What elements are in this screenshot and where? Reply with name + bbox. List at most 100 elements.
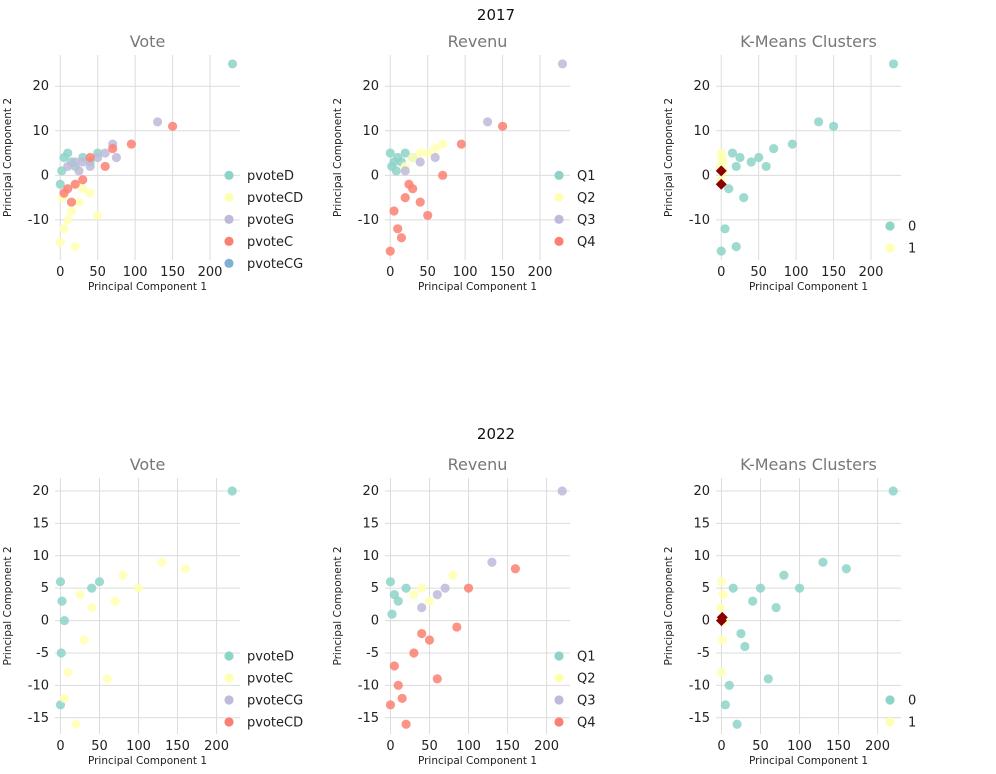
data-point-0 [746, 157, 756, 167]
data-point-Q4 [415, 197, 425, 207]
legend-label: Q2 [577, 191, 596, 206]
data-point-pvoteCD [74, 197, 84, 207]
y-axis-label: Principal Component 2 [2, 546, 14, 665]
data-point-1 [717, 635, 727, 645]
data-point-pvoteD [227, 486, 237, 496]
data-point-0 [731, 161, 741, 172]
legend-label: 0 [908, 694, 916, 709]
subplot-title: Revenu [448, 455, 508, 474]
data-point-pvoteC [75, 590, 85, 600]
data-point-Q3 [557, 59, 568, 69]
data-point-Q4 [456, 139, 466, 149]
x-tick-label: 50 [419, 265, 436, 280]
y-tick-label: -5 [697, 646, 710, 661]
y-tick-label: 20 [693, 484, 710, 499]
legend-marker [554, 717, 564, 727]
x-tick-label: 200 [865, 739, 890, 754]
x-tick-label: 0 [56, 739, 64, 754]
y-tick-label: -10 [358, 213, 379, 228]
data-point-0 [716, 246, 726, 256]
y-tick-label: 5 [371, 581, 379, 596]
data-point-pvoteC [108, 143, 118, 154]
data-point-Q2 [415, 148, 425, 158]
data-point-Q4 [385, 246, 395, 256]
data-point-Q2 [417, 583, 427, 593]
data-point-Q3 [417, 603, 427, 613]
data-point-Q4 [404, 179, 414, 189]
data-point-pvoteG [153, 117, 163, 127]
legend-marker [554, 170, 564, 180]
data-point-0 [761, 161, 771, 172]
y-axis-label: Principal Component 2 [663, 98, 675, 217]
data-point-0 [763, 674, 773, 684]
data-point-0 [779, 570, 789, 580]
x-tick-label: 50 [91, 739, 108, 754]
x-tick-label: 50 [421, 739, 438, 754]
y-axis-label: Principal Component 2 [2, 98, 14, 217]
y-tick-label: -15 [28, 711, 49, 726]
data-point-pvoteCD [85, 188, 95, 198]
x-tick-label: 200 [534, 739, 559, 754]
data-point-Q3 [430, 152, 440, 163]
data-point-0 [727, 148, 738, 158]
data-point-Q3 [432, 590, 442, 600]
data-point-0 [818, 557, 828, 567]
data-point-Q4 [389, 206, 399, 216]
legend-marker [224, 651, 234, 661]
data-point-0 [739, 193, 749, 203]
x-tick-label: 100 [787, 739, 812, 754]
legend-marker [224, 258, 234, 268]
data-point-pvoteC [157, 557, 167, 567]
x-tick-label: 0 [386, 265, 394, 280]
x-axis-label: Principal Component 1 [88, 755, 207, 767]
x-tick-label: 150 [821, 265, 846, 280]
data-point-pvoteC [167, 121, 178, 131]
data-point-Q4 [393, 224, 403, 234]
data-point-Q2 [438, 139, 448, 149]
legend-marker [554, 673, 564, 683]
data-point-1 [718, 590, 728, 600]
y-tick-label: 10 [32, 124, 49, 139]
data-point-0 [720, 224, 730, 234]
data-point-Q4 [396, 233, 407, 243]
data-point-pvoteD [63, 148, 73, 158]
data-point-Q4 [497, 121, 508, 131]
x-tick-label: 100 [784, 265, 809, 280]
data-point-pvoteCD [66, 206, 77, 216]
data-point-0 [754, 152, 764, 163]
data-point-Q2 [448, 570, 458, 580]
x-tick-label: 0 [717, 265, 725, 280]
legend-label: Q1 [577, 169, 596, 184]
y-tick-label: 20 [362, 79, 379, 94]
data-point-Q2 [430, 143, 440, 154]
data-point-pvoteC [85, 152, 95, 163]
data-point-0 [720, 700, 730, 710]
legend-label: pvoteG [247, 213, 294, 228]
data-point-pvoteC [102, 674, 112, 684]
data-point-Q1 [400, 148, 410, 158]
data-point-Q3 [400, 166, 410, 176]
data-point-0 [888, 486, 898, 496]
subplot-title: Revenu [448, 32, 508, 51]
x-tick-label: 50 [750, 265, 767, 280]
data-point-0 [814, 117, 824, 127]
legend-marker [885, 221, 895, 231]
data-point-0 [828, 121, 839, 131]
legend-marker [554, 214, 564, 224]
y-tick-label: 15 [362, 516, 379, 531]
legend-marker [224, 695, 234, 705]
data-point-pvoteC [79, 635, 89, 645]
data-point-1 [717, 152, 727, 163]
y-tick-label: -10 [28, 678, 49, 693]
data-point-Q2 [409, 590, 419, 600]
data-point-Q1 [385, 148, 395, 158]
legend-marker [554, 695, 564, 705]
y-tick-label: -5 [36, 646, 49, 661]
y-tick-label: 5 [702, 581, 710, 596]
legend-label: Q2 [577, 672, 596, 687]
legend-marker [554, 192, 564, 202]
y-tick-label: 0 [41, 168, 49, 183]
y-tick-label: -5 [366, 646, 379, 661]
y-tick-label: 20 [32, 484, 49, 499]
